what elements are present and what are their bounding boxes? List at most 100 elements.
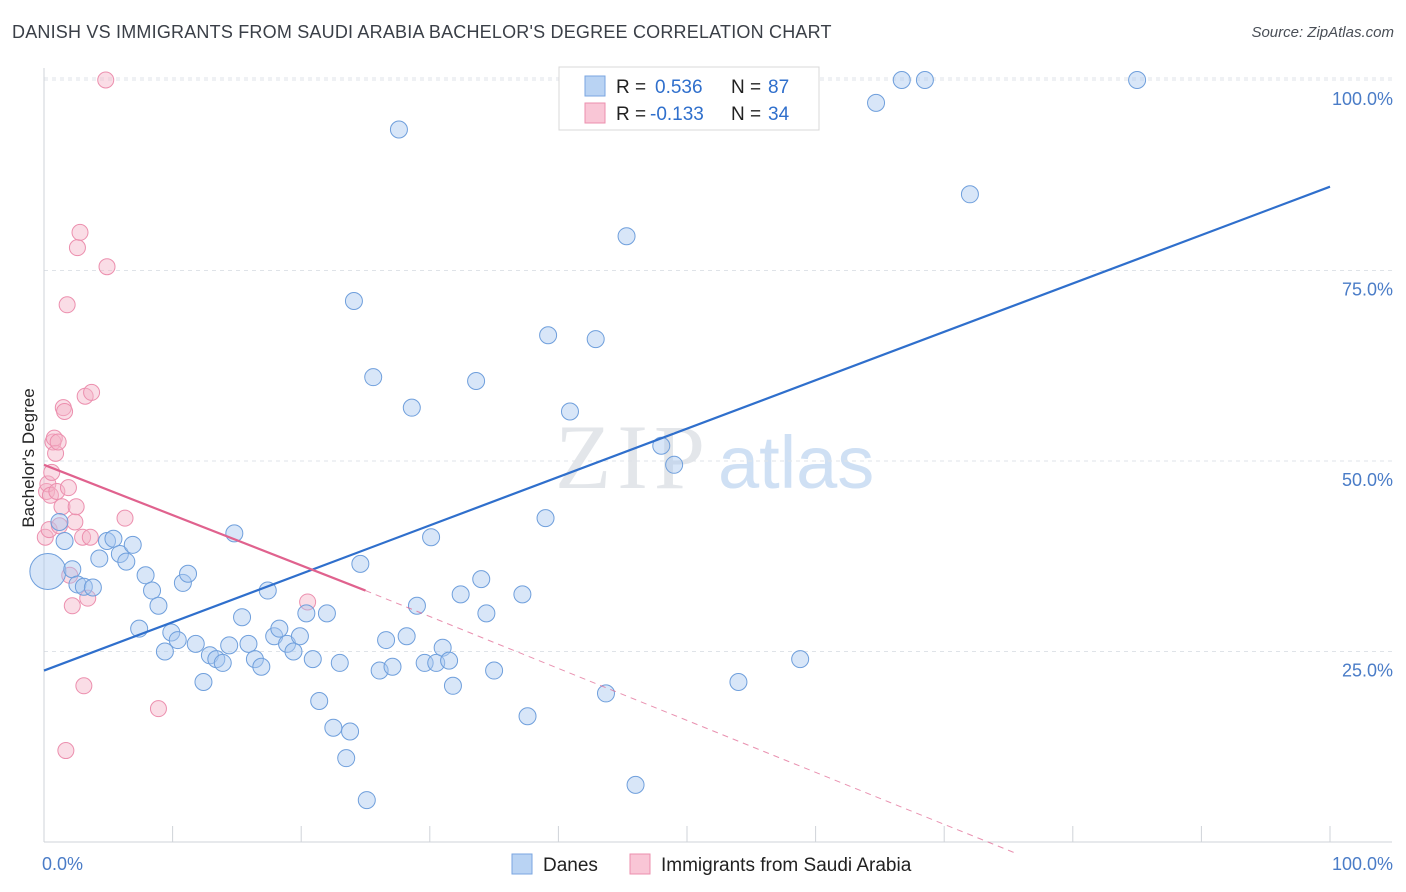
danes-point bbox=[297, 604, 316, 623]
danes-point bbox=[397, 627, 416, 646]
immigrants-point bbox=[68, 239, 86, 257]
danes-point bbox=[915, 71, 934, 89]
legend-r-value-1: 0.536 bbox=[655, 77, 703, 98]
y-tick-label: 25.0% bbox=[1342, 661, 1393, 681]
immigrants-point bbox=[79, 589, 97, 607]
danes-point bbox=[55, 532, 74, 551]
danes-point bbox=[472, 570, 491, 589]
watermark: ZIP atlas bbox=[555, 406, 874, 508]
legend-swatch-danes bbox=[584, 75, 606, 97]
danes-point bbox=[337, 749, 356, 768]
danes-point bbox=[867, 93, 886, 112]
immigrants-point bbox=[56, 402, 74, 420]
chart-title: DANISH VS IMMIGRANTS FROM SAUDI ARABIA B… bbox=[12, 22, 832, 42]
danes-point bbox=[50, 512, 69, 531]
danes-point bbox=[117, 552, 136, 571]
danes-point bbox=[220, 636, 239, 655]
danes-point bbox=[626, 775, 645, 794]
grid bbox=[44, 77, 1392, 652]
danes-point bbox=[440, 651, 459, 670]
danes-point bbox=[596, 684, 615, 703]
legend-r-label-2: R = bbox=[616, 104, 646, 125]
danes-point bbox=[1128, 71, 1147, 89]
danes-point bbox=[586, 330, 605, 349]
danes-trend-line bbox=[43, 185, 1331, 672]
danes-point bbox=[74, 577, 93, 596]
danes-point bbox=[245, 650, 264, 669]
danes-point bbox=[233, 608, 252, 627]
watermark-zip: ZIP bbox=[555, 406, 711, 508]
immigrants-points bbox=[36, 71, 317, 760]
danes-point bbox=[303, 650, 322, 669]
immigrants-point bbox=[83, 383, 101, 401]
danes-point bbox=[173, 573, 192, 592]
danes-point bbox=[317, 604, 336, 623]
legend-r-value-2: -0.133 bbox=[650, 104, 704, 125]
danes-point bbox=[252, 657, 271, 676]
danes-point bbox=[351, 554, 370, 573]
danes-point bbox=[383, 657, 402, 676]
immigrants-point bbox=[97, 71, 115, 89]
danes-point bbox=[617, 227, 636, 246]
bottom-legend-immigrants: Immigrants from Saudi Arabia bbox=[661, 855, 912, 876]
danes-point bbox=[123, 535, 142, 554]
danes-point bbox=[341, 722, 360, 741]
danes-point bbox=[407, 596, 426, 615]
legend-r-label-1: R = bbox=[616, 77, 646, 98]
danes-point bbox=[892, 71, 911, 89]
danes-point bbox=[90, 549, 109, 568]
danes-point bbox=[518, 707, 537, 726]
danes-point bbox=[155, 642, 174, 661]
x-tick-label-start: 0.0% bbox=[42, 854, 83, 874]
immigrants-point bbox=[63, 597, 81, 615]
danes-point bbox=[179, 564, 198, 583]
danes-point bbox=[324, 718, 343, 737]
immigrants-point bbox=[57, 742, 75, 760]
trend-lines bbox=[43, 185, 1331, 854]
series-legend: Danes Immigrants from Saudi Arabia bbox=[511, 853, 912, 876]
danes-point bbox=[451, 585, 470, 604]
bottom-legend-danes: Danes bbox=[543, 855, 598, 876]
y-tick-label: 50.0% bbox=[1342, 470, 1393, 490]
bottom-legend-swatch-danes bbox=[511, 853, 533, 875]
x-tick-label-end: 100.0% bbox=[1332, 854, 1393, 874]
immigrants-trend-line bbox=[43, 463, 366, 592]
correlation-legend: R = 0.536 N = 87 R = -0.133 N = 34 bbox=[558, 66, 820, 131]
source-label: Source: ZipAtlas.com bbox=[1251, 24, 1394, 41]
danes-point bbox=[168, 631, 187, 650]
danes-point bbox=[83, 578, 102, 597]
danes-point bbox=[110, 544, 129, 563]
axes: 25.0% 50.0% 75.0% 100.0% 0.0% 100.0% bbox=[42, 68, 1393, 874]
immigrants-point bbox=[40, 521, 58, 539]
danes-point bbox=[357, 791, 376, 810]
danes-point bbox=[149, 596, 168, 615]
danes-point bbox=[104, 529, 123, 548]
danes-point bbox=[284, 642, 303, 661]
danes-point bbox=[389, 120, 408, 139]
immigrants-point bbox=[71, 223, 89, 241]
danes-point bbox=[136, 566, 155, 585]
danes-point bbox=[377, 631, 396, 650]
y-axis-title: Bachelor's Degree bbox=[19, 388, 38, 527]
danes-point bbox=[194, 672, 213, 691]
danes-point bbox=[402, 398, 421, 417]
legend-n-label-1: N = bbox=[731, 77, 761, 98]
danes-point bbox=[513, 585, 532, 604]
danes-point bbox=[960, 185, 979, 204]
y-tick-label: 75.0% bbox=[1342, 280, 1393, 300]
danes-point bbox=[536, 509, 555, 528]
danes-point bbox=[665, 455, 684, 474]
immigrants-trend-extension bbox=[365, 590, 1017, 854]
danes-point bbox=[310, 692, 329, 711]
immigrants-point bbox=[149, 700, 167, 718]
immigrants-point bbox=[98, 258, 116, 276]
immigrants-point bbox=[299, 593, 317, 611]
legend-n-value-1: 87 bbox=[768, 77, 789, 98]
immigrants-point bbox=[58, 296, 76, 314]
danes-point bbox=[239, 634, 258, 653]
danes-point bbox=[467, 371, 486, 390]
danes-point bbox=[162, 623, 181, 642]
immigrants-point bbox=[81, 528, 99, 546]
immigrants-point bbox=[67, 498, 85, 516]
